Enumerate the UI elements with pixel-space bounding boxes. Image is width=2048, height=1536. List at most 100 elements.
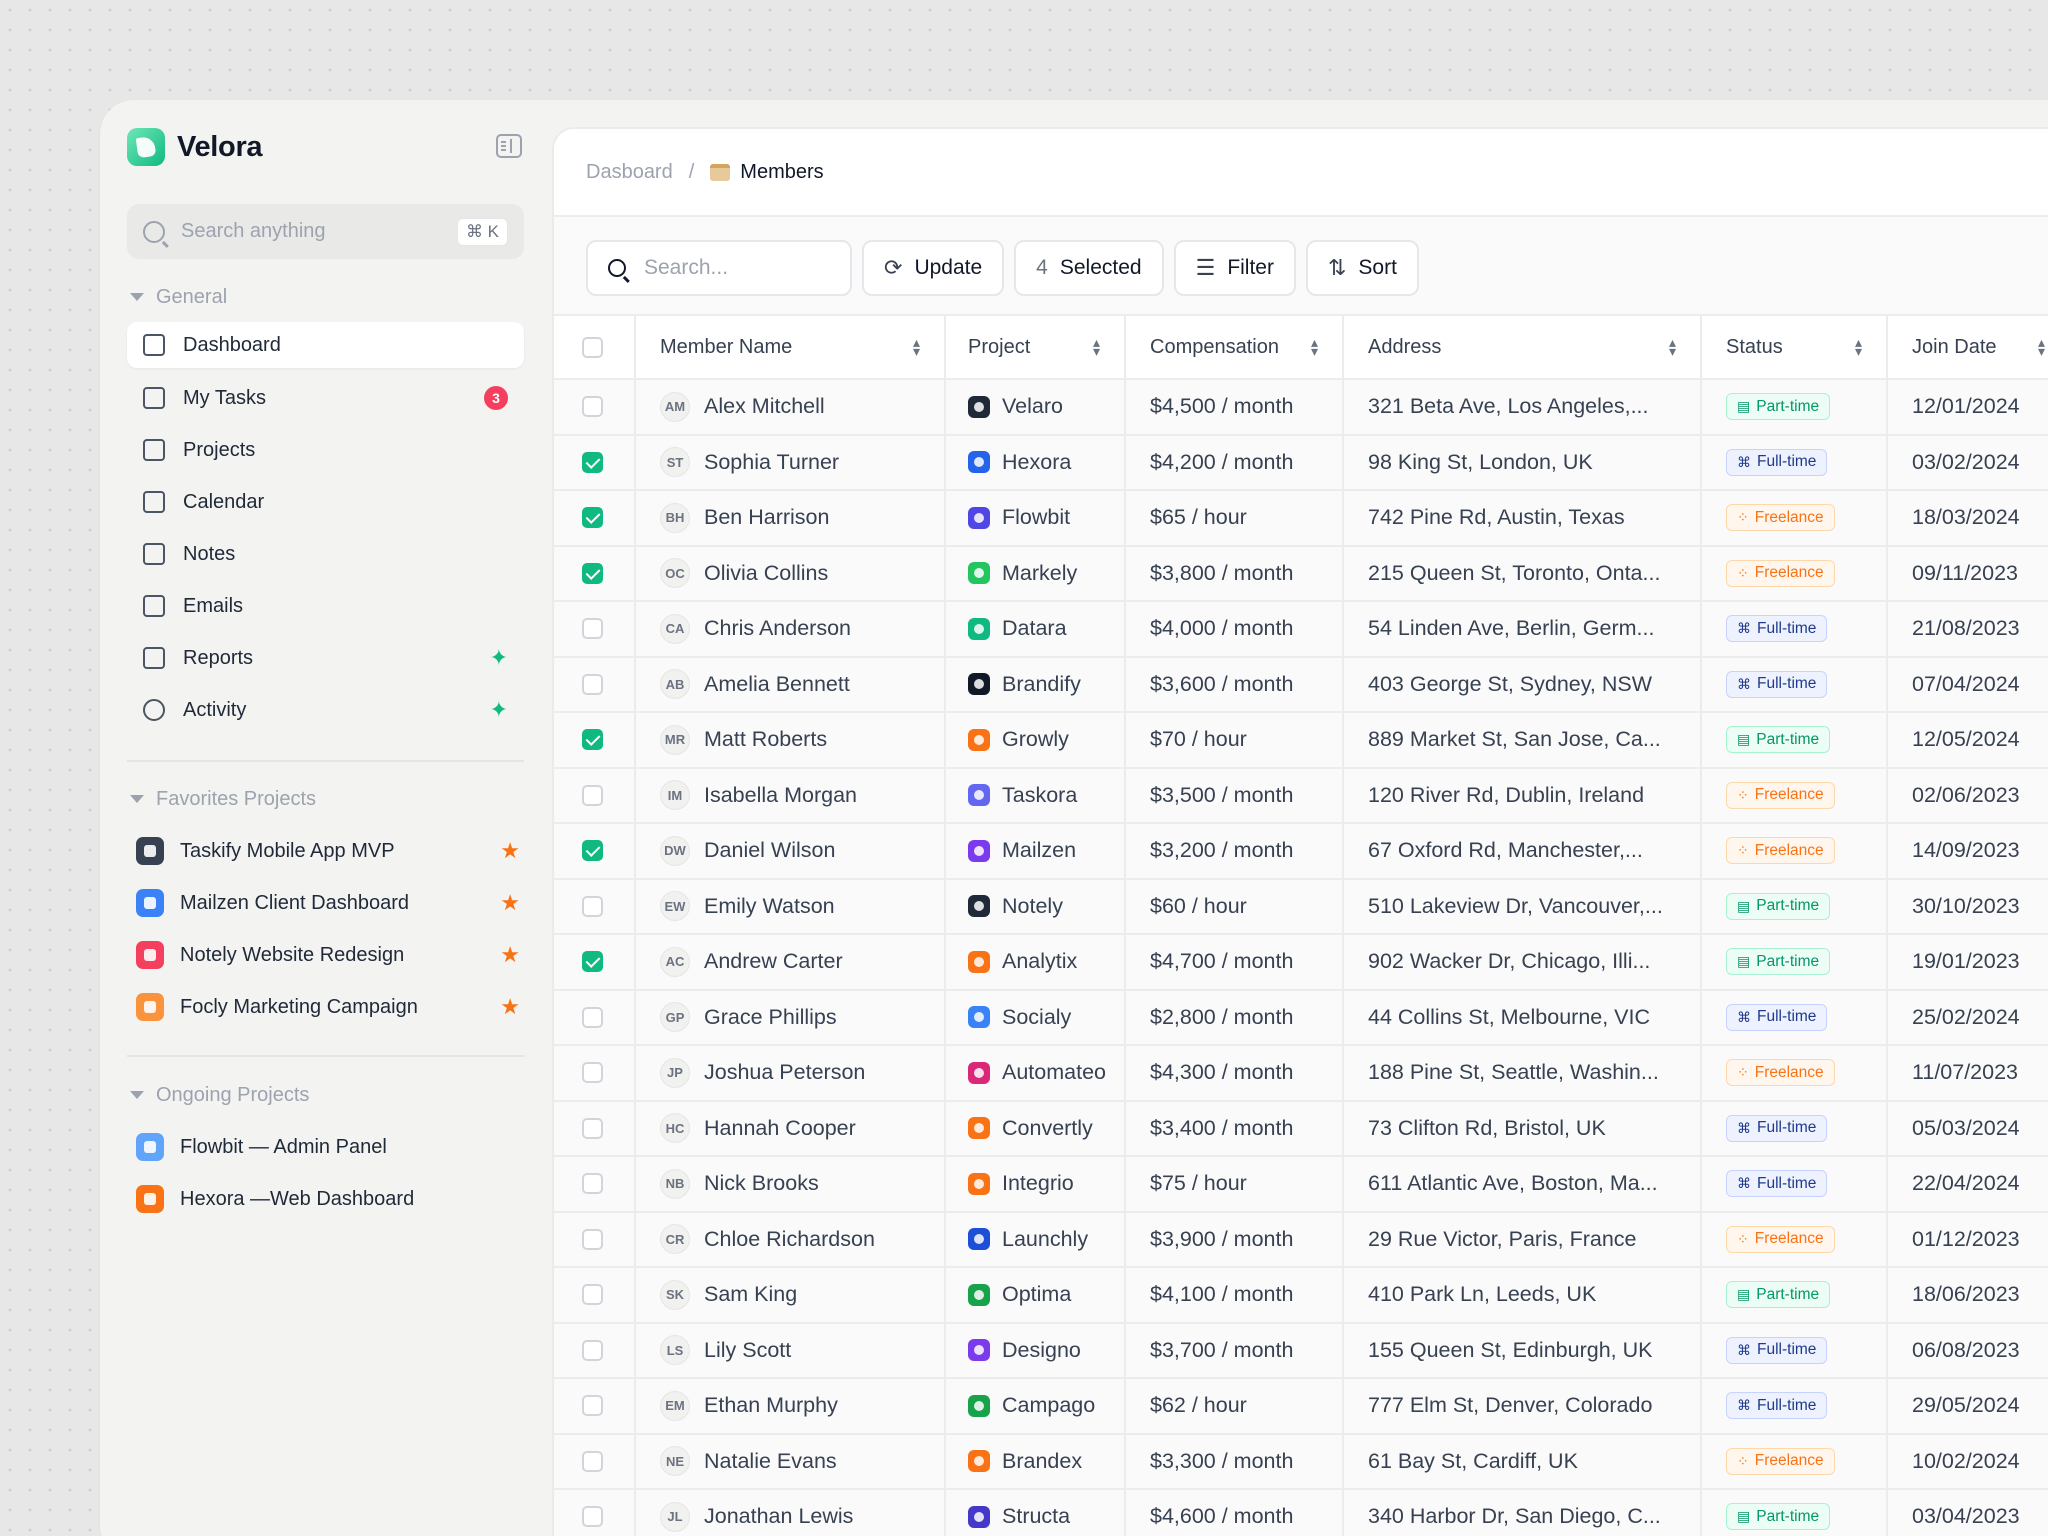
table-row[interactable]: SK Sam King Optima $4,100 / month 410 Park L…	[554, 1268, 2048, 1324]
join-date-value: 11/07/2023	[1912, 1060, 2019, 1085]
table-row[interactable]: MR Matt Roberts Growly $70 / hour 889 Market…	[554, 713, 2048, 769]
table-row[interactable]: NE Natalie Evans Brandex $3,300 / month 61 B…	[554, 1434, 2048, 1490]
row-checkbox[interactable]	[582, 729, 603, 751]
column-header-status[interactable]: Status ▴ ▾	[1702, 316, 1888, 378]
sidebar-item-notes[interactable]: Notes	[127, 531, 524, 577]
row-checkbox[interactable]	[582, 1284, 603, 1306]
sort-button[interactable]: ⇅ Sort	[1305, 240, 1419, 296]
row-checkbox[interactable]	[582, 895, 603, 917]
table-row[interactable]: BH Ben Harrison Flowbit $65 / hour 742 Pine …	[554, 491, 2048, 547]
status-icon: ⁘	[1737, 1230, 1749, 1247]
selected-button[interactable]: 4 Selected	[1014, 240, 1164, 296]
row-checkbox[interactable]	[582, 1006, 603, 1028]
sidebar-collapse-icon[interactable]	[496, 134, 522, 158]
breadcrumb-root[interactable]: Dasboard	[586, 160, 673, 183]
table-row[interactable]: CA Chris Anderson Datara $4,000 / month 54 L…	[554, 602, 2048, 658]
sort-chevrons-icon[interactable]: ▴ ▾	[1668, 334, 1676, 359]
column-header-member-name[interactable]: Member Name ▴ ▾	[636, 316, 946, 378]
favorite-star-icon[interactable]: ★	[500, 890, 520, 915]
table-row[interactable]: JP Joshua Peterson Automateo $4,300 / month…	[554, 1046, 2048, 1102]
table-row[interactable]: OC Olivia Collins Markely $3,800 / month 215…	[554, 546, 2048, 602]
row-checkbox[interactable]	[582, 451, 603, 473]
sort-chevrons-icon[interactable]: ▴ ▾	[912, 334, 920, 359]
status-icon: ⌘	[1737, 675, 1751, 692]
member-initials-avatar: ST	[660, 447, 690, 478]
row-checkbox[interactable]	[582, 1228, 603, 1250]
table-row[interactable]: AC Andrew Carter Analytix $4,700 / month 902…	[554, 935, 2048, 991]
row-checkbox[interactable]	[582, 1339, 603, 1361]
row-checkbox[interactable]	[582, 840, 603, 862]
row-checkbox[interactable]	[582, 673, 603, 695]
update-button[interactable]: ⟳ Update	[862, 240, 1005, 296]
table-row[interactable]: DW Daniel Wilson Mailzen $3,200 / month 67 O…	[554, 824, 2048, 880]
sort-chevrons-icon[interactable]: ▴ ▾	[2038, 334, 2046, 359]
row-checkbox[interactable]	[582, 951, 603, 973]
column-header-join-date[interactable]: Join Date ▴ ▾	[1888, 316, 2048, 378]
sidebar-item-projects[interactable]: Projects	[127, 427, 524, 473]
compensation-cell: $4,000 / month	[1126, 602, 1344, 656]
sidebar-item-label: Reports	[183, 646, 254, 669]
row-checkbox[interactable]	[582, 1450, 603, 1472]
project-item[interactable]: Hexora —Web Dashboard	[136, 1177, 520, 1221]
project-logo-icon	[968, 895, 990, 918]
sidebar-item-my-tasks[interactable]: My Tasks 3	[127, 375, 524, 421]
table-row[interactable]: EW Emily Watson Notely $60 / hour 510 Lakevi…	[554, 879, 2048, 935]
table-row[interactable]: LS Lily Scott Designo $3,700 / month 155 Que…	[554, 1323, 2048, 1379]
table-search-input[interactable]: Search...	[586, 240, 852, 296]
row-checkbox[interactable]	[582, 562, 603, 584]
section-favorites[interactable]: Favorites Projects	[130, 784, 316, 814]
table-row[interactable]: IM Isabella Morgan Taskora $3,500 / month 12…	[554, 768, 2048, 824]
sidebar-item-dashboard[interactable]: Dashboard	[127, 322, 524, 368]
sort-chevrons-icon[interactable]: ▴ ▾	[1092, 334, 1100, 359]
status-badge: ⌘ Full-time	[1726, 1392, 1828, 1420]
brand[interactable]: Velora	[127, 127, 263, 167]
row-checkbox[interactable]	[582, 618, 603, 640]
table-row[interactable]: GP Grace Phillips Socialy $2,800 / month 44 …	[554, 990, 2048, 1046]
row-checkbox[interactable]	[582, 1173, 603, 1195]
table-row[interactable]: ST Sophia Turner Hexora $4,200 / month 98 Ki…	[554, 435, 2048, 491]
member-name-cell: ST Sophia Turner	[636, 435, 946, 489]
table-row[interactable]: JL Jonathan Lewis Structa $4,600 / month 340…	[554, 1490, 2048, 1536]
section-ongoing[interactable]: Ongoing Projects	[130, 1080, 309, 1110]
row-checkbox[interactable]	[582, 784, 603, 806]
project-item[interactable]: Mailzen Client Dashboard ★	[136, 881, 520, 925]
favorite-star-icon[interactable]: ★	[500, 838, 520, 863]
favorite-star-icon[interactable]: ★	[500, 942, 520, 967]
sidebar-item-emails[interactable]: Emails	[127, 583, 524, 629]
sidebar-search-input[interactable]: Search anything ⌘ K	[127, 204, 524, 259]
row-checkbox[interactable]	[582, 1506, 603, 1528]
compensation-cell: $4,200 / month	[1126, 435, 1344, 489]
project-item[interactable]: Taskify Mobile App MVP ★	[136, 829, 520, 873]
project-logo-icon	[136, 1185, 164, 1213]
row-checkbox[interactable]	[582, 1062, 603, 1084]
table-row[interactable]: NB Nick Brooks Integrio $75 / hour 611 Atlan…	[554, 1157, 2048, 1213]
favorite-star-icon[interactable]: ★	[500, 994, 520, 1019]
column-header-compensation[interactable]: Compensation ▴ ▾	[1126, 316, 1344, 378]
column-header-address[interactable]: Address ▴ ▾	[1344, 316, 1702, 378]
filter-button[interactable]: ☰ Filter	[1173, 240, 1296, 296]
table-row[interactable]: AB Amelia Bennett Brandify $3,600 / month 40…	[554, 657, 2048, 713]
row-checkbox[interactable]	[582, 1395, 603, 1417]
sidebar-item-calendar[interactable]: Calendar	[127, 479, 524, 525]
project-item[interactable]: Flowbit — Admin Panel	[136, 1125, 520, 1169]
table-row[interactable]: AM Alex Mitchell Velaro $4,500 / month 321 B…	[554, 380, 2048, 436]
member-initials-avatar: LS	[660, 1335, 690, 1366]
row-checkbox[interactable]	[582, 396, 603, 418]
table-row[interactable]: EM Ethan Murphy Campago $62 / hour 777 Elm S…	[554, 1379, 2048, 1435]
member-name-cell: LS Lily Scott	[636, 1323, 946, 1377]
row-checkbox[interactable]	[582, 1117, 603, 1139]
section-general[interactable]: General	[130, 282, 227, 312]
sidebar-item-activity[interactable]: Activity ✦	[127, 687, 524, 733]
sort-chevrons-icon[interactable]: ▴ ▾	[1310, 334, 1318, 359]
column-header-project[interactable]: Project ▴ ▾	[946, 316, 1126, 378]
row-checkbox[interactable]	[582, 507, 603, 529]
table-row[interactable]: HC Hannah Cooper Convertly $3,400 / month 73…	[554, 1101, 2048, 1157]
topbar: Dasboard / Members	[554, 129, 2048, 217]
select-all-checkbox[interactable]	[582, 336, 603, 358]
table-row[interactable]: CR Chloe Richardson Launchly $3,900 / month…	[554, 1212, 2048, 1268]
sidebar-item-reports[interactable]: Reports ✦	[127, 635, 524, 681]
project-item[interactable]: Notely Website Redesign ★	[136, 933, 520, 977]
sort-chevrons-icon[interactable]: ▴ ▾	[1854, 334, 1862, 359]
project-item[interactable]: Focly Marketing Campaign ★	[136, 985, 520, 1029]
project-name: Launchly	[1002, 1226, 1089, 1251]
